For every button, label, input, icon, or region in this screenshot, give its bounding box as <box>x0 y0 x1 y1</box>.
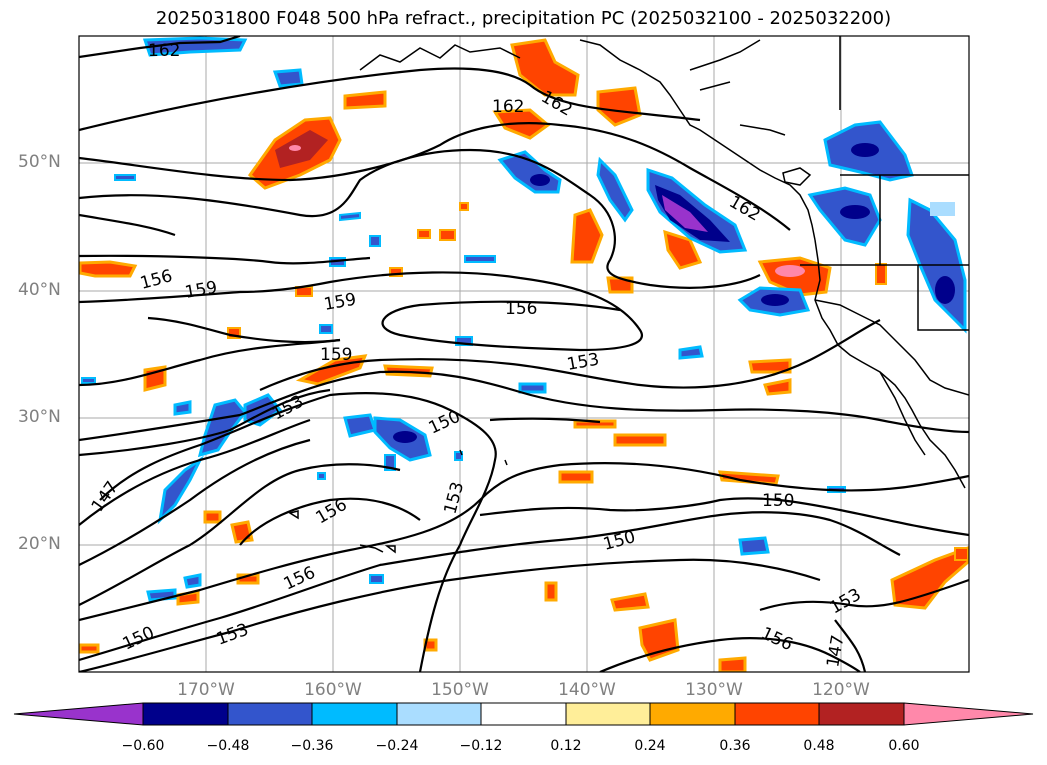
colorbar-swatch <box>13 702 144 726</box>
contour-label: 156 <box>281 563 319 595</box>
lat-label: 20°N <box>18 534 61 554</box>
contour-label: 153 <box>441 480 469 517</box>
colorbar <box>13 702 1034 726</box>
colorbar-swatch <box>396 702 482 726</box>
lon-label: 150°W <box>431 680 489 700</box>
contour-label: 156 <box>758 623 796 655</box>
lon-label: 140°W <box>558 680 616 700</box>
colorbar-tick-label: 0.48 <box>803 738 835 754</box>
colorbar-swatch <box>565 702 651 726</box>
precip-negative <box>81 36 967 602</box>
contour-label: 153 <box>214 620 251 650</box>
colorbar-tick-label: −0.48 <box>206 738 250 754</box>
lat-label: 30°N <box>18 407 61 427</box>
colorbar-swatch <box>903 702 1034 726</box>
contour-labels: 162 162 162 162 156 159 159 156 159 153 … <box>88 41 865 669</box>
contour-label: 153 <box>565 350 600 375</box>
contour-label: 159 <box>183 278 218 303</box>
contour-label: 156 <box>505 299 537 319</box>
colorbar-swatch <box>142 702 229 726</box>
contour-label: 159 <box>322 290 357 315</box>
colorbar-swatch <box>649 702 736 726</box>
contour-label: 162 <box>148 41 180 61</box>
contour-label: 150 <box>601 527 638 555</box>
lat-label: 40°N <box>18 280 61 300</box>
contour-label: 162 <box>492 97 524 117</box>
lon-label: 120°W <box>812 680 870 700</box>
colorbar-swatch <box>227 702 313 726</box>
lon-label: 160°W <box>304 680 362 700</box>
colorbar-tick-label: −0.36 <box>290 738 334 754</box>
lat-label: 50°N <box>18 152 61 172</box>
contour-label: 150 <box>120 623 158 655</box>
contour-label: 153 <box>827 585 865 619</box>
contour-label: 150 <box>426 407 464 439</box>
colorbar-tick-label: 0.24 <box>634 738 666 754</box>
refractivity-contours <box>79 36 969 672</box>
lon-label: 130°W <box>685 680 743 700</box>
coastlines <box>288 36 969 554</box>
colorbar-tick-label: −0.12 <box>459 738 503 754</box>
colorbar-tick-label: 0.12 <box>550 738 582 754</box>
colorbar-tick-label: 0.36 <box>719 738 751 754</box>
colorbar-tick-label: −0.60 <box>121 738 165 754</box>
contour-label: 162 <box>726 192 764 226</box>
precip-positive <box>79 38 969 672</box>
contour-label: 159 <box>320 345 352 365</box>
colorbar-swatch <box>480 702 567 726</box>
figure-title: 2025031800 F048 500 hPa refract., precip… <box>155 8 892 29</box>
contour-label: 156 <box>138 266 175 294</box>
lon-label: 170°W <box>177 680 235 700</box>
colorbar-swatch <box>734 702 820 726</box>
colorbar-swatch <box>818 702 905 726</box>
colorbar-tick-label: −0.24 <box>375 738 419 754</box>
map-frame <box>78 35 970 673</box>
contour-label: 150 <box>762 491 794 511</box>
colorbar-tick-label: 0.60 <box>888 738 920 754</box>
colorbar-swatch <box>311 702 398 726</box>
